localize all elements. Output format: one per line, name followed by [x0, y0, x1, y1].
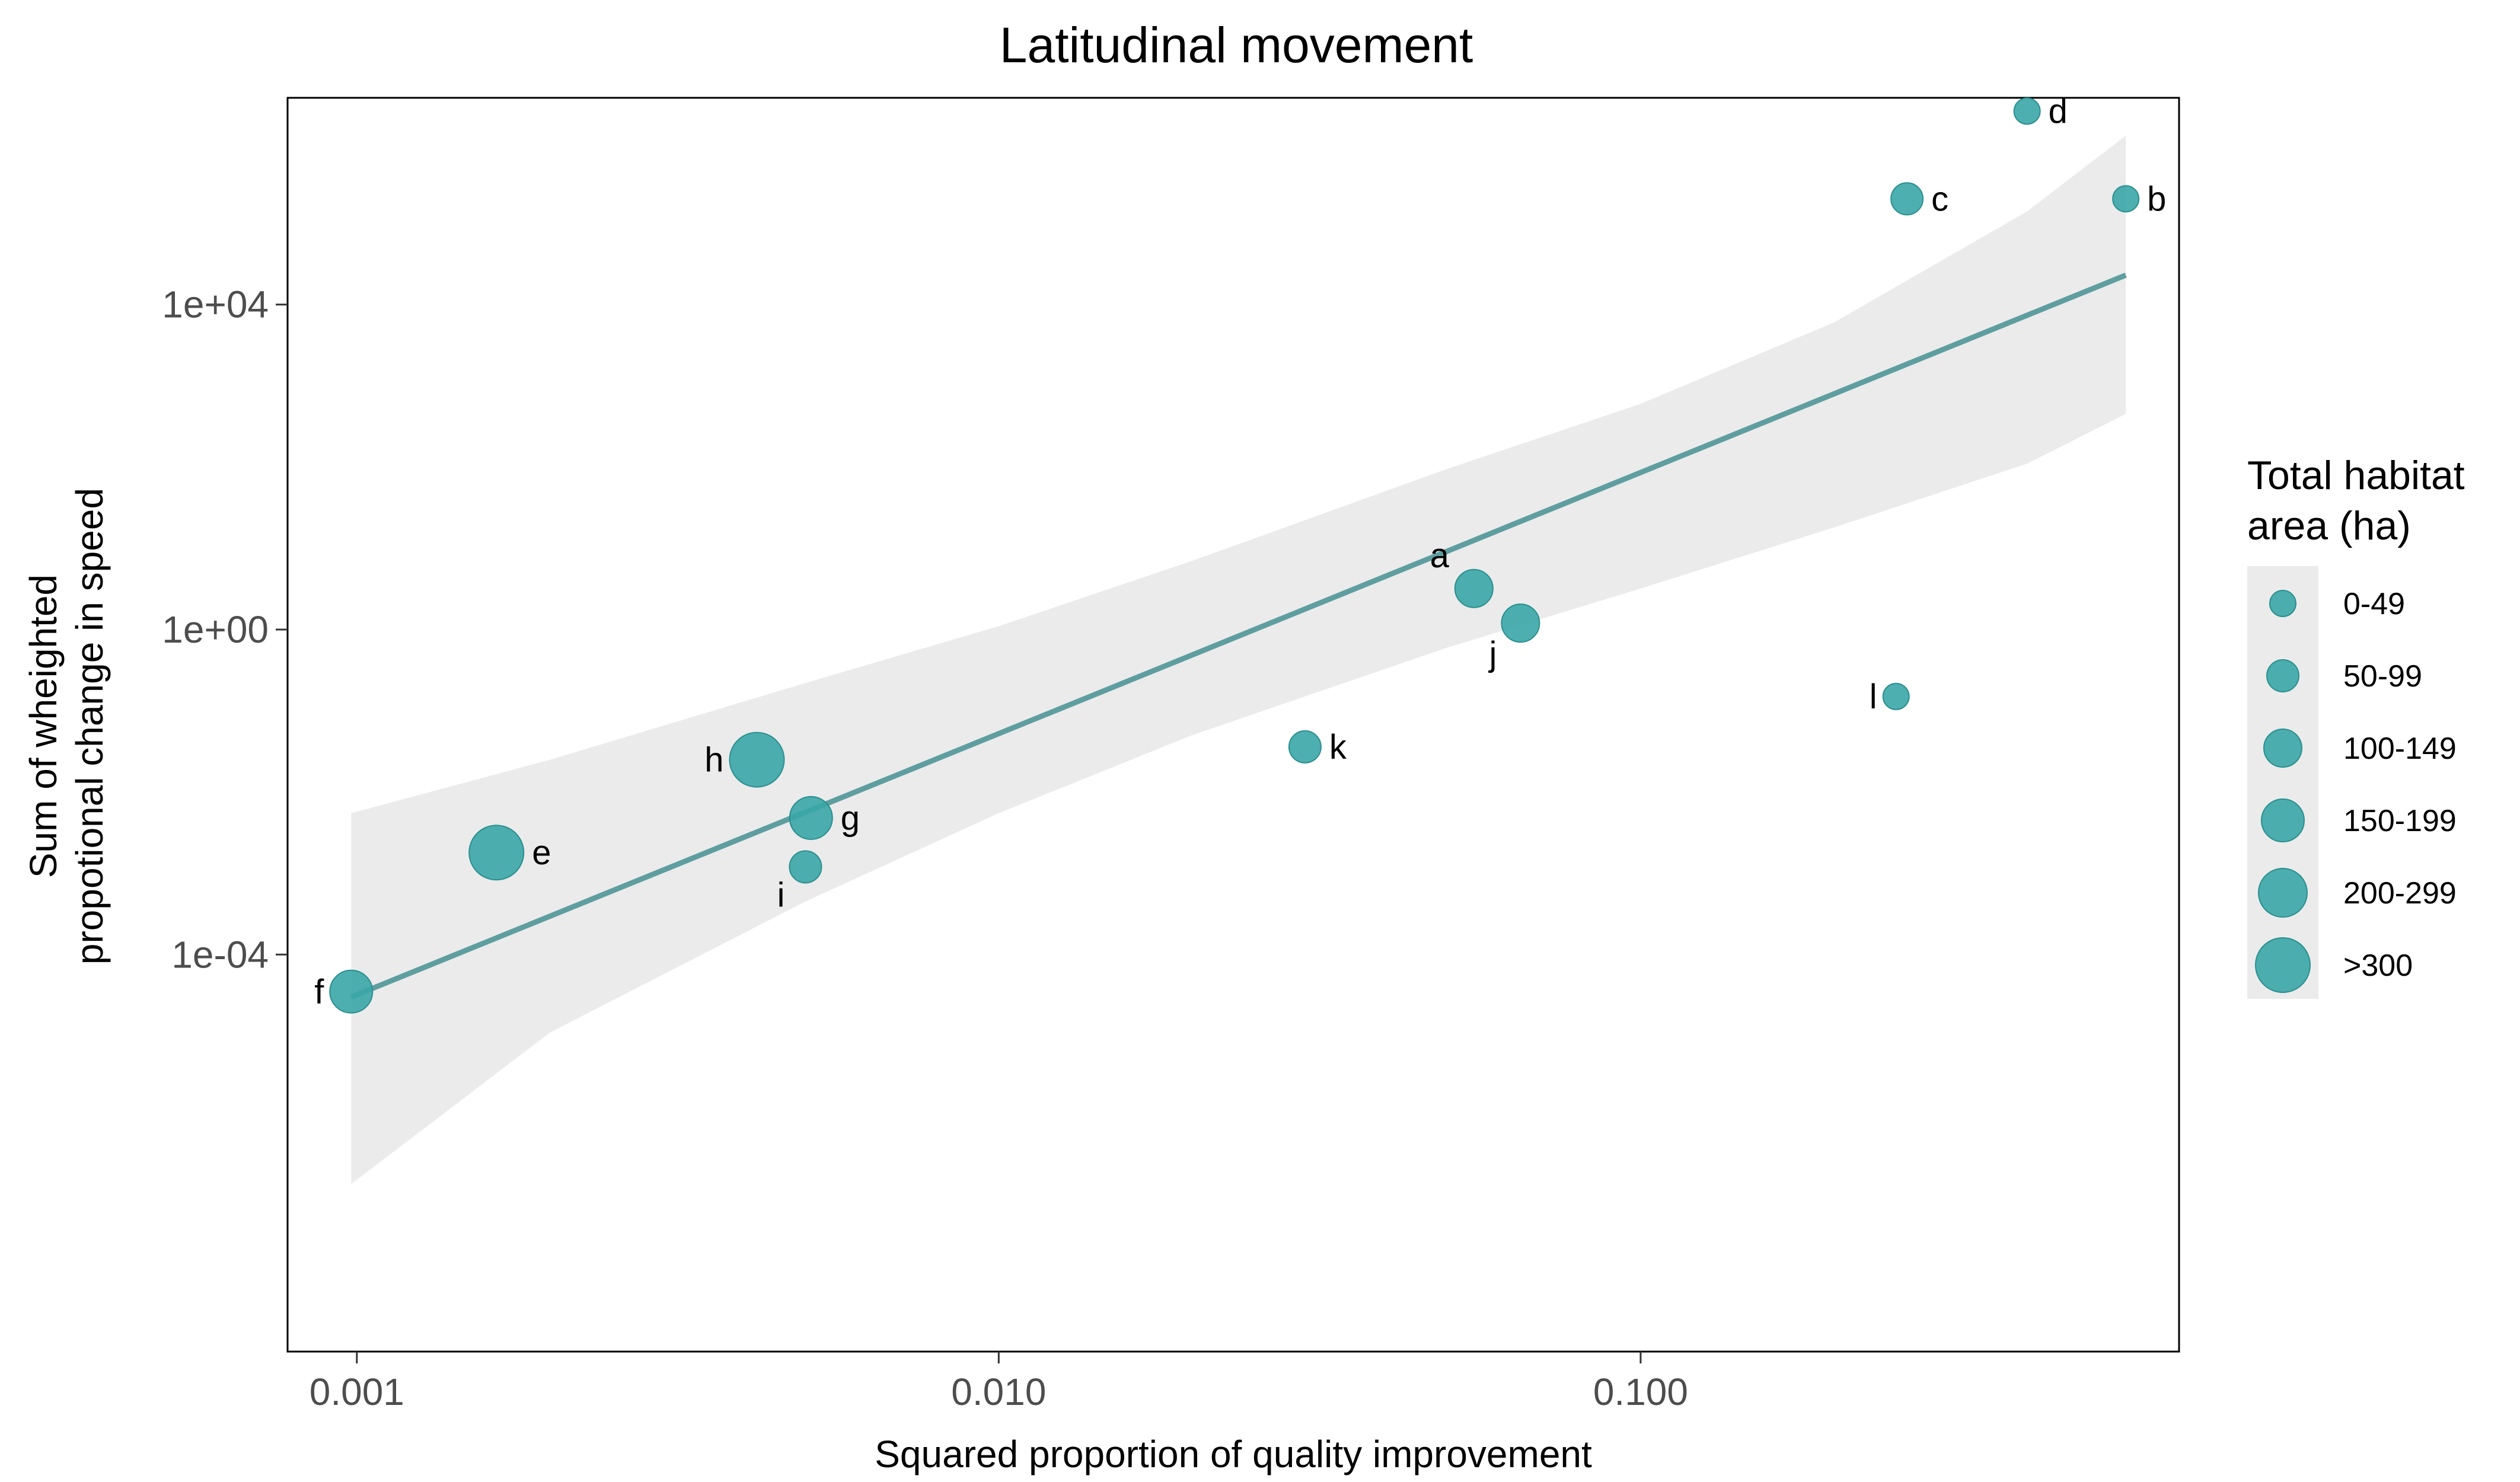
point-label-h: h: [704, 741, 723, 780]
legend-key-5: [2255, 937, 2311, 993]
legend-key-1: [2266, 659, 2299, 692]
legend-key-0: [2269, 590, 2296, 617]
point-label-d: d: [2049, 92, 2068, 130]
y-axis-title-line-1: Sum of wheighted: [22, 574, 65, 878]
y-tick-label: 1e-04: [171, 933, 269, 976]
point-j: [1501, 603, 1540, 643]
legend: Total habitat area (ha) 0-49 50-99 100-149…: [2247, 453, 2465, 999]
point-label-c: c: [1931, 180, 1948, 218]
legend-label-1: 50-99: [2343, 659, 2422, 694]
fit-line-layer: [350, 272, 2127, 1000]
confidence-band: [351, 135, 2126, 1184]
legend-key-4: [2258, 868, 2308, 918]
point-label-k: k: [1329, 728, 1347, 766]
point-b: [2112, 185, 2140, 213]
legend-label-4: 200-299: [2343, 876, 2457, 911]
point-label-e: e: [532, 833, 551, 872]
legend-items: 0-49 50-99 100-149 150-199 200-299 >300: [2255, 587, 2457, 993]
point-label-f: f: [314, 973, 324, 1011]
y-axis: 1e-04 1e+00 1e+04: [162, 283, 288, 976]
legend-label-0: 0-49: [2343, 587, 2405, 621]
point-c: [1890, 182, 1924, 216]
legend-title-line-1: Total habitat: [2247, 453, 2465, 498]
y-axis-title: Sum of wheighted propotional change in s…: [22, 488, 111, 964]
point-label-i: i: [777, 876, 785, 914]
chart-title: Latitudinal movement: [1000, 17, 1473, 73]
point-g: [789, 796, 833, 840]
x-tick-label: 0.010: [951, 1371, 1046, 1413]
y-tick-label: 1e+04: [162, 283, 269, 326]
x-tick-label: 0.001: [310, 1371, 404, 1413]
legend-label-5: >300: [2343, 948, 2413, 983]
legend-key-3: [2261, 799, 2305, 842]
y-axis-title-line-2: propotional change in speed: [68, 488, 111, 964]
legend-title-line-2: area (ha): [2247, 503, 2411, 548]
legend-key-2: [2263, 729, 2302, 768]
legend-key-background: [2247, 566, 2318, 999]
x-tick-label: 0.100: [1593, 1371, 1688, 1413]
point-label-b: b: [2147, 180, 2166, 218]
point-e: [468, 825, 525, 881]
point-i: [789, 850, 822, 884]
point-label-g: g: [841, 799, 860, 838]
point-k: [1288, 730, 1322, 764]
point-label-a: a: [1430, 536, 1450, 575]
point-label-j: j: [1488, 635, 1497, 673]
point-d: [2013, 97, 2041, 125]
points-layer: a b c d e f g h i j k l: [314, 92, 2166, 1014]
x-axis: 0.001 0.010 0.100: [310, 1352, 1688, 1413]
point-h: [729, 732, 785, 788]
plot-panel: [286, 97, 2180, 1353]
confidence-band-layer: [351, 135, 2126, 1184]
point-a: [1454, 568, 1494, 608]
legend-label-2: 100-149: [2343, 732, 2457, 766]
x-axis-title: Squared proportion of quality improvemen…: [875, 1433, 1592, 1475]
point-f: [329, 969, 374, 1014]
point-label-l: l: [1870, 678, 1877, 716]
y-tick-label: 1e+00: [162, 608, 269, 651]
point-l: [1882, 682, 1910, 710]
legend-label-3: 150-199: [2343, 804, 2457, 838]
fit-line: [350, 272, 2127, 1000]
